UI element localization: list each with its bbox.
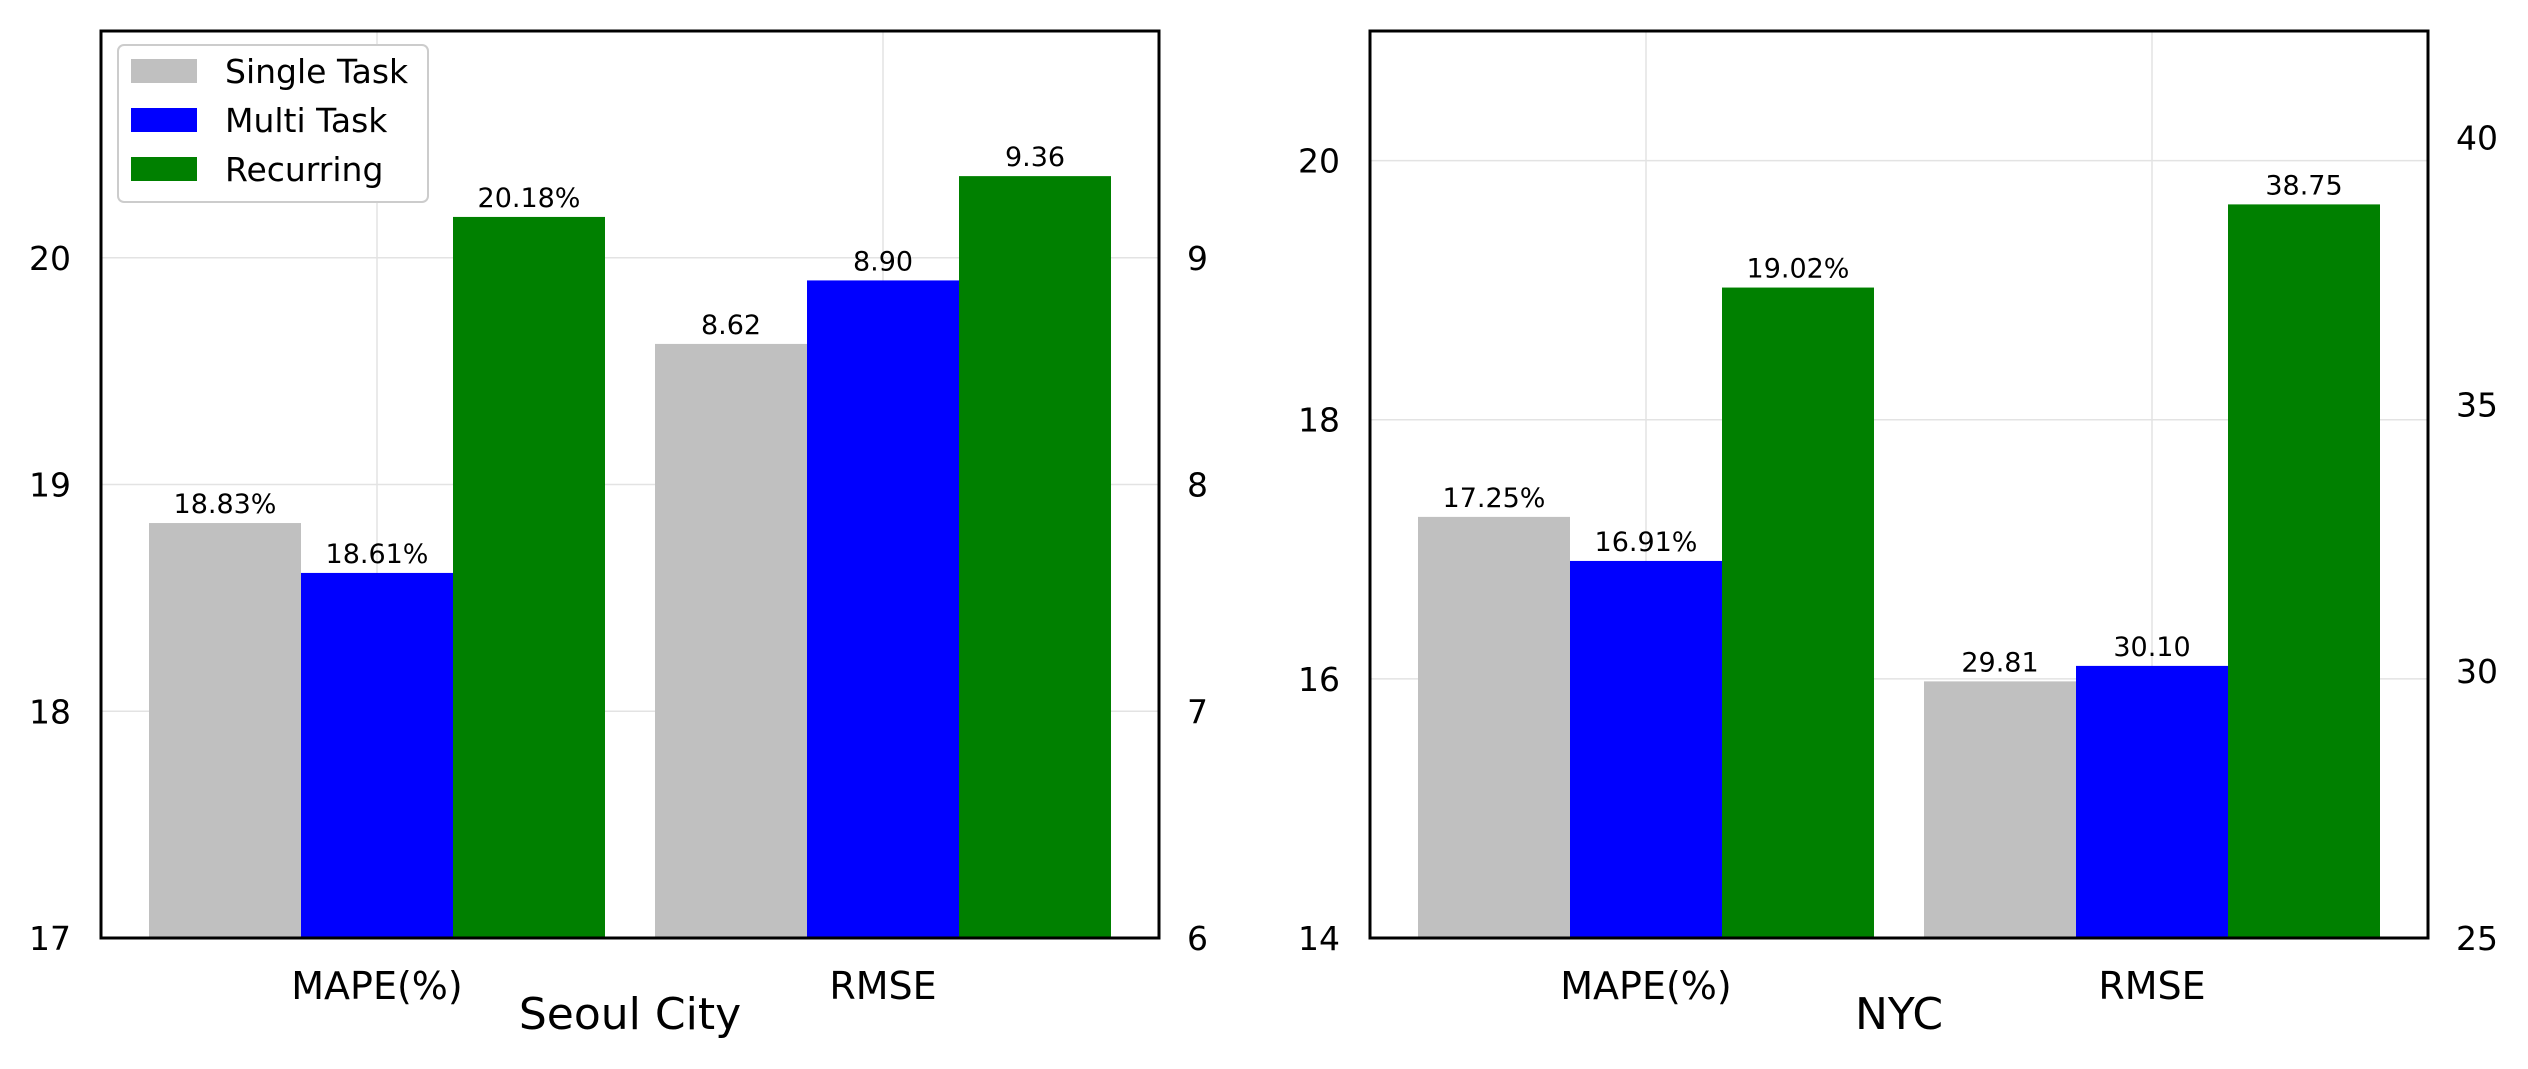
bar-multi-task-rmse (807, 280, 959, 938)
bar-recurring-mape (453, 216, 605, 938)
plot-frame (1368, 29, 2430, 940)
data-label: 19.02% (1747, 254, 1850, 285)
left-tick-label: 14 (1298, 919, 1340, 958)
data-label: 20.18% (478, 183, 581, 214)
bar-multi-task-mape (301, 572, 453, 938)
plot-frame (99, 29, 1161, 940)
right-tick-label: 40 (2456, 119, 2498, 158)
right-tick-label: 30 (2456, 652, 2498, 691)
category-label: RMSE (2098, 964, 2205, 1008)
chart-panel-2: 17.25% 29.81 16.91% 30.10 19.02% 38.75 14 16 18 2… (1298, 29, 2498, 1040)
left-tick-label: 20 (1298, 142, 1340, 181)
chart-title: Seoul City (519, 989, 741, 1040)
data-label: 16.91% (1595, 527, 1698, 558)
data-label: 38.75 (2265, 170, 2342, 201)
left-tick-label: 18 (29, 692, 71, 731)
bar-recurring-mape (1722, 287, 1874, 939)
bar-single-task-mape (1418, 516, 1570, 938)
legend-entry: Recurring (225, 150, 383, 189)
legend-swatch (131, 157, 197, 181)
legend-entry: Single Task (225, 52, 409, 91)
left-tick-label: 18 (1298, 401, 1340, 440)
left-tick-label: 17 (29, 919, 71, 958)
category-label: MAPE(%) (291, 964, 462, 1008)
chart-title: NYC (1855, 989, 1943, 1040)
legend-swatch (131, 59, 197, 83)
legend-swatch (131, 108, 197, 132)
left-tick-label: 20 (29, 239, 71, 278)
chart-panel-1: 18.83% 8.62 18.61% 8.90 20.18% 9.36 17 18 19 20 6 7… (29, 29, 1208, 1040)
data-label: 18.61% (326, 539, 429, 570)
right-tick-label: 8 (1187, 466, 1208, 505)
category-label: MAPE(%) (1560, 964, 1731, 1008)
legend-entry: Multi Task (225, 101, 388, 140)
data-label: 18.83% (174, 489, 277, 520)
right-tick-label: 9 (1187, 239, 1208, 278)
data-label: 8.62 (701, 310, 761, 341)
data-label: 17.25% (1443, 483, 1546, 514)
bar-single-task-rmse (1924, 681, 2076, 938)
bar-recurring-rmse (2228, 204, 2380, 938)
bar-multi-task-rmse (2076, 665, 2228, 938)
left-tick-label: 19 (29, 466, 71, 505)
right-tick-label: 7 (1187, 692, 1208, 731)
data-label: 9.36 (1005, 142, 1065, 173)
right-tick-label: 25 (2456, 919, 2498, 958)
legend: Single Task Multi Task Recurring (117, 44, 429, 203)
category-label: RMSE (829, 964, 936, 1008)
right-tick-label: 6 (1187, 919, 1208, 958)
right-tick-label: 35 (2456, 385, 2498, 424)
data-label: 29.81 (1961, 647, 2038, 678)
bar-single-task-rmse (655, 343, 807, 938)
data-label: 8.90 (853, 246, 913, 277)
bar-single-task-mape (149, 523, 301, 938)
data-label: 30.10 (2113, 632, 2190, 663)
bar-recurring-rmse (959, 176, 1111, 938)
left-tick-label: 16 (1298, 660, 1340, 699)
bar-multi-task-mape (1570, 560, 1722, 938)
